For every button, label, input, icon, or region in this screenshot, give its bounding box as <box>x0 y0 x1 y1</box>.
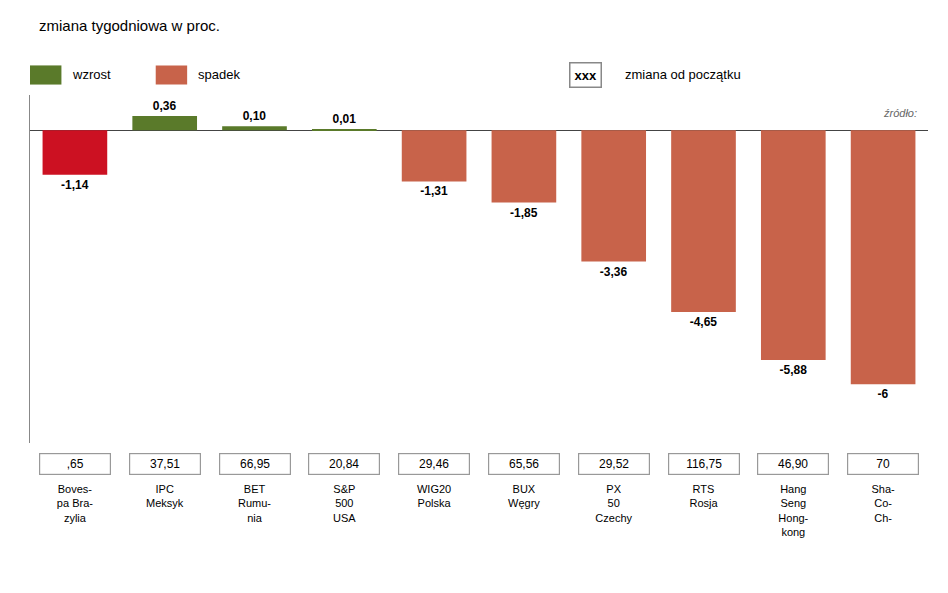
svg-text:PX50Czechy: PX50Czechy <box>595 483 632 524</box>
svg-text:-1,31: -1,31 <box>420 184 448 198</box>
svg-text:29,52: 29,52 <box>599 457 629 471</box>
svg-text:-1,14: -1,14 <box>61 178 89 192</box>
svg-text:zmiana od początku: zmiana od początku <box>625 67 741 82</box>
svg-text:-1,85: -1,85 <box>510 206 538 220</box>
svg-text:WIG20Polska: WIG20Polska <box>417 483 452 509</box>
svg-text:20,84: 20,84 <box>329 457 359 471</box>
svg-text:-5,88: -5,88 <box>779 363 807 377</box>
svg-text:HangSengHong-kong: HangSengHong-kong <box>778 483 808 538</box>
svg-text:zmiana tygodniowa w proc.: zmiana tygodniowa w proc. <box>39 17 220 34</box>
svg-text:xxx: xxx <box>575 68 597 83</box>
svg-text:0,10: 0,10 <box>243 109 267 123</box>
svg-text:S&P500USA: S&P500USA <box>333 483 356 524</box>
svg-text:70: 70 <box>876 457 890 471</box>
svg-text:-3,36: -3,36 <box>600 265 628 279</box>
svg-text:źródło:: źródło: <box>883 107 917 119</box>
svg-text:spadek: spadek <box>198 67 240 82</box>
svg-text:Sha-Co-Ch-: Sha-Co-Ch- <box>871 483 895 524</box>
svg-text:wzrost: wzrost <box>72 67 111 82</box>
svg-text:65,56: 65,56 <box>509 457 539 471</box>
svg-text:-6: -6 <box>878 387 889 401</box>
svg-text:IPCMeksyk: IPCMeksyk <box>146 483 184 509</box>
svg-text:116,75: 116,75 <box>686 457 722 471</box>
svg-text:-4,65: -4,65 <box>690 315 718 329</box>
svg-text:37,51: 37,51 <box>150 457 180 471</box>
svg-text:BETRumu-nia: BETRumu-nia <box>238 483 271 524</box>
svg-text:BUXWęgry: BUXWęgry <box>508 483 540 509</box>
svg-text:Boves-pa Bra-zylia: Boves-pa Bra-zylia <box>57 483 93 524</box>
svg-text:0,01: 0,01 <box>332 112 356 126</box>
svg-text:0,36: 0,36 <box>153 99 177 113</box>
svg-text:,65: ,65 <box>67 457 84 471</box>
svg-text:66,95: 66,95 <box>240 457 270 471</box>
svg-text:29,46: 29,46 <box>419 457 449 471</box>
svg-text:RTSRosja: RTSRosja <box>689 483 718 509</box>
svg-text:46,90: 46,90 <box>778 457 808 471</box>
